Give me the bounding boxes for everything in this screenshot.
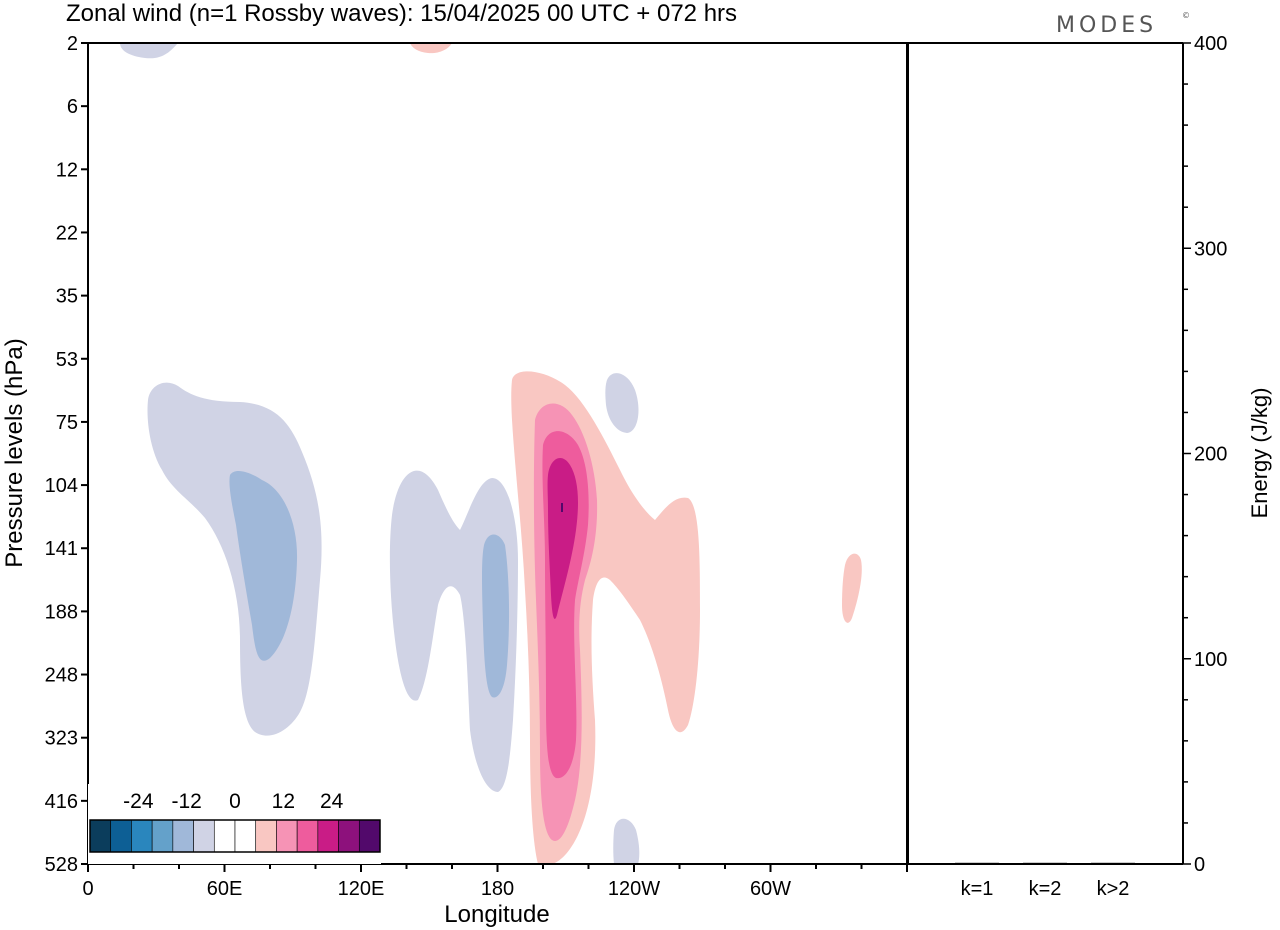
colorbar-cell	[131, 819, 153, 853]
colorbar-cell	[151, 819, 174, 853]
colorbar-legend: -24 -12 0 12 24	[88, 784, 381, 864]
contour-region-negative	[229, 470, 298, 661]
colorbar-tick-label: -24	[123, 790, 154, 813]
energy-category-label: k=1	[961, 878, 994, 900]
colorbar-cell	[338, 819, 360, 853]
x-tick-label: 120E	[338, 878, 385, 900]
energy-panel: 0 100 200 300 400 k=1 k=2 k>2 Energy (J/kg)	[907, 33, 1272, 900]
y-tick-label: 22	[56, 222, 78, 244]
y-tick-label: 53	[56, 349, 78, 371]
y-tick-label: 188	[45, 601, 78, 623]
colorbar-cell	[317, 819, 339, 853]
colorbar-labels: -24 -12 0 12 24	[123, 790, 344, 813]
x-tick-label: 60E	[207, 878, 243, 900]
energy-bars: k=1 k=2 k>2	[955, 862, 1135, 900]
colorbar-cells	[89, 819, 381, 853]
colorbar-tick-label: 12	[272, 790, 295, 813]
x-tick-label: 0	[82, 878, 93, 900]
y-tick-label: 75	[56, 412, 78, 434]
energy-category-label: k>2	[1097, 878, 1130, 900]
energy-y-axis: 0 100 200 300 400	[1183, 33, 1227, 876]
y-tick-label: 416	[45, 791, 78, 813]
y-tick-label: 528	[45, 854, 78, 876]
y-tick-label: 248	[45, 665, 78, 687]
contour-region-positive	[547, 457, 578, 619]
x-tick-label: 120W	[608, 878, 660, 900]
energy-y-tick-label: 200	[1194, 444, 1227, 466]
y-tick-label: 104	[45, 475, 78, 497]
energy-y-tick-label: 0	[1194, 854, 1205, 876]
contour-region-positive	[561, 503, 563, 512]
colorbar-cell	[89, 819, 112, 853]
y-tick-label: 323	[45, 728, 78, 750]
x-axis-label: Longitude	[444, 901, 549, 928]
contour-region-negative	[613, 818, 640, 864]
main-plot: 2 6 12 22 35 53 75 104 141 188 248 323 416 528 0 60E 12…	[1, 33, 908, 928]
brand-logo-mark: ©	[1182, 11, 1194, 20]
energy-y-tick-label: 300	[1194, 238, 1227, 260]
colorbar-tick-label: -12	[171, 790, 201, 813]
y-tick-label: 2	[67, 33, 78, 55]
colorbar-cell	[110, 819, 132, 853]
energy-bar	[955, 862, 999, 864]
y-axis: 2 6 12 22 35 53 75 104 141 188 248 323 416 528	[45, 33, 88, 876]
colorbar-cell	[234, 819, 257, 853]
y-tick-label: 35	[56, 286, 78, 308]
colorbar-tick-label: 24	[320, 790, 344, 813]
colorbar-cell	[255, 819, 277, 853]
colorbar-frame	[89, 819, 381, 853]
colorbar-cell	[358, 819, 381, 853]
colorbar-cell	[296, 819, 319, 853]
energy-bar	[1023, 862, 1067, 864]
y-tick-label: 141	[45, 538, 78, 560]
contour-region-negative	[605, 373, 639, 433]
contour-region-negative	[482, 534, 510, 698]
energy-y-tick-label: 400	[1194, 33, 1227, 55]
x-tick-label: 60W	[750, 878, 791, 900]
brand-logo: MODES	[1056, 13, 1157, 38]
colorbar-cell	[193, 819, 215, 853]
chart-title: Zonal wind (n=1 Rossby waves): 15/04/202…	[66, 0, 737, 27]
y-tick-label: 6	[67, 96, 78, 118]
contour-region-negative	[120, 43, 178, 59]
colorbar-tick-label: 0	[229, 790, 241, 813]
energy-y-axis-label: Energy (J/kg)	[1247, 388, 1272, 519]
contour-region-positive	[842, 553, 862, 623]
colorbar-cell	[276, 819, 298, 853]
x-tick-label: 180	[481, 878, 514, 900]
colorbar-cell	[172, 819, 194, 853]
contour-fill	[120, 43, 862, 864]
colorbar-cell	[213, 819, 236, 853]
energy-category-label: k=2	[1029, 878, 1062, 900]
energy-y-tick-label: 100	[1194, 649, 1227, 671]
energy-bar	[1091, 862, 1135, 864]
x-axis: 0 60E 120E 180 120W 60W	[82, 864, 908, 900]
y-tick-label: 12	[56, 159, 78, 181]
contour-region-positive	[410, 43, 452, 54]
y-axis-label: Pressure levels (hPa)	[1, 338, 28, 567]
